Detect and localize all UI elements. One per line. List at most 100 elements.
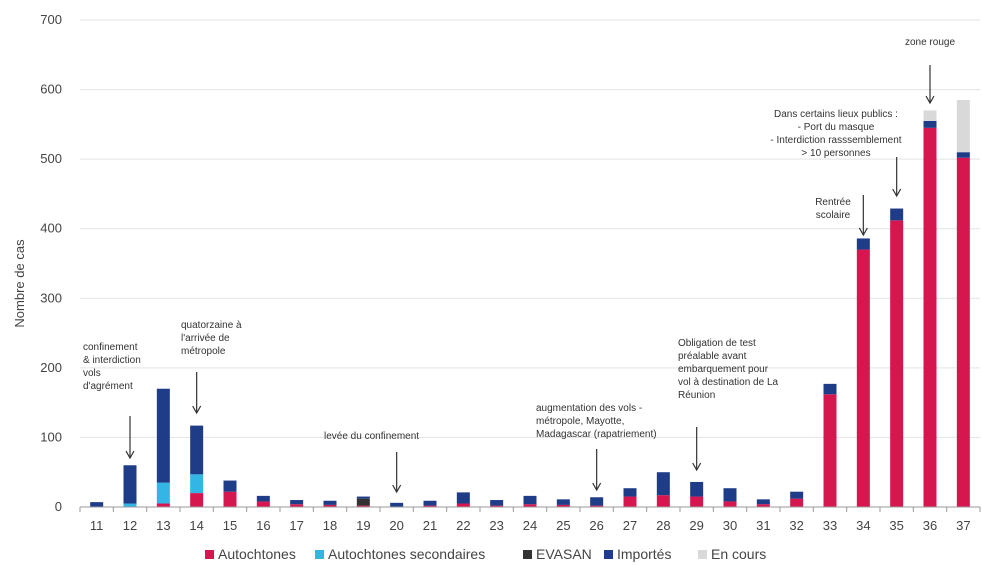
annotation-arrow-head: [692, 462, 702, 472]
bar-segment: [223, 491, 237, 507]
bar-segment: [190, 474, 204, 494]
annotation-line: Réunion: [678, 390, 715, 401]
bar-segment: [890, 220, 904, 507]
annotation-line: l'arrivée de: [181, 333, 230, 344]
bar-segment: [856, 249, 870, 508]
bar-segment: [923, 120, 937, 128]
annotation-line: vol à destination de La: [678, 377, 779, 388]
bar-segment: [290, 500, 304, 505]
x-tick-label: 26: [589, 518, 603, 533]
bar-segment: [490, 500, 504, 506]
annotation-text: Dans certains lieux publics : - Port du m…: [770, 109, 901, 159]
legend-item: EVASAN: [523, 546, 592, 562]
bar-segment: [690, 496, 704, 507]
bar-segment: [190, 425, 204, 475]
legend-label: Autochtones: [218, 546, 296, 562]
x-tick-label: 37: [956, 518, 970, 533]
x-tick-label: 31: [756, 518, 770, 533]
bar-segment: [890, 208, 904, 221]
annotation-line: Obligation de test: [678, 338, 756, 349]
bar-segment: [956, 152, 970, 158]
bar-segment: [556, 504, 570, 507]
x-tick-label: 14: [189, 518, 203, 533]
annotation-arrow-head: [392, 484, 402, 494]
y-tick-label: 300: [40, 290, 62, 305]
bar-segment: [423, 505, 437, 507]
bar-segment: [590, 497, 604, 506]
annotation: augmentation des vols - métropole, Mayott…: [536, 403, 657, 492]
annotation: zone rouge: [905, 37, 955, 105]
bar-segment: [156, 503, 170, 507]
legend-label: Autochtones secondaires: [328, 546, 485, 562]
x-tick-label: 15: [223, 518, 237, 533]
annotation-line: levée du confinement: [324, 431, 419, 442]
x-tick-label: 18: [323, 518, 337, 533]
bar-segment: [956, 157, 970, 507]
legend-swatch: [698, 550, 707, 559]
annotation-line: Madagascar (rapatriement): [536, 429, 657, 440]
legend-label: Importés: [617, 546, 671, 562]
legend-swatch: [205, 550, 214, 559]
y-tick-label: 400: [40, 221, 62, 236]
x-tick-label: 29: [689, 518, 703, 533]
annotation-line: scolaire: [816, 210, 851, 221]
annotation-line: d'agrément: [83, 381, 133, 392]
x-tick-label: 22: [456, 518, 470, 533]
legend: Autochtones Autochtones secondaires EVASAN…: [205, 546, 766, 562]
x-tick-label: 34: [856, 518, 870, 533]
annotation-text: confinement & interdiction vols d'agrément: [83, 342, 141, 392]
x-tick-label: 36: [923, 518, 937, 533]
x-tick-label: 20: [389, 518, 403, 533]
annotation-text: levée du confinement: [324, 431, 419, 442]
bar-segment: [923, 110, 937, 121]
annotation-text: zone rouge: [905, 37, 955, 48]
annotation-line: quatorzaine à: [181, 320, 242, 331]
annotation-text: Obligation de test préalable avant embarqu…: [678, 338, 779, 401]
x-tick-label: 16: [256, 518, 270, 533]
x-tick-label: 17: [289, 518, 303, 533]
legend-item: Autochtones: [205, 546, 296, 562]
annotation-line: métropole, Mayotte,: [536, 416, 624, 427]
annotation-line: préalable avant: [678, 351, 747, 362]
bar-segment: [823, 383, 837, 395]
bar-segment: [456, 492, 470, 504]
bar-segment: [590, 505, 604, 507]
bar-segment: [656, 472, 670, 496]
legend-swatch: [523, 550, 532, 559]
annotation-text: augmentation des vols - métropole, Mayott…: [536, 403, 657, 440]
annotation: quatorzaine à l'arrivée de métropole: [181, 320, 242, 415]
y-axis: 0 100 200 300 400 500 600 700: [40, 12, 62, 514]
annotation-arrow-head: [592, 482, 602, 492]
annotation-arrow-head: [925, 95, 935, 105]
annotation-line: vols: [83, 368, 101, 379]
x-tick-label: 12: [123, 518, 137, 533]
bar-segment: [856, 238, 870, 250]
annotation-line: embarquement pour: [678, 364, 769, 375]
bar-segment: [323, 500, 337, 505]
annotation-text: Rentrée scolaire: [815, 197, 851, 221]
x-axis: 11 12 13 14 15 16 17 18 19 20 21 22 23 24 25 26 27 28 29 30…: [79, 506, 981, 533]
legend-swatch: [604, 550, 613, 559]
bar-segment: [623, 488, 637, 497]
annotation: confinement & interdiction vols d'agrément: [83, 342, 141, 460]
legend-item: Importés: [604, 546, 671, 562]
annotation-line: - Interdiction rasssemblement: [770, 135, 901, 146]
bar-segment: [356, 498, 370, 506]
bar-segment: [690, 481, 704, 497]
bar-segment: [390, 502, 404, 507]
bar-segment: [790, 498, 804, 507]
bar-segment: [256, 495, 270, 502]
annotation: Obligation de test préalable avant embarqu…: [678, 338, 779, 472]
annotation-arrow-head: [192, 405, 202, 415]
bar-segment: [323, 504, 337, 507]
bar-segment: [956, 100, 970, 153]
x-tick-label: 23: [489, 518, 503, 533]
annotation-line: - Port du masque: [798, 122, 875, 133]
bar-segment: [123, 503, 137, 507]
x-tick-label: 24: [523, 518, 537, 533]
x-tick-label: 11: [90, 518, 104, 533]
annotation: Rentrée scolaire: [815, 195, 868, 237]
bar-segment: [256, 501, 270, 507]
x-tick-label: 21: [423, 518, 437, 533]
